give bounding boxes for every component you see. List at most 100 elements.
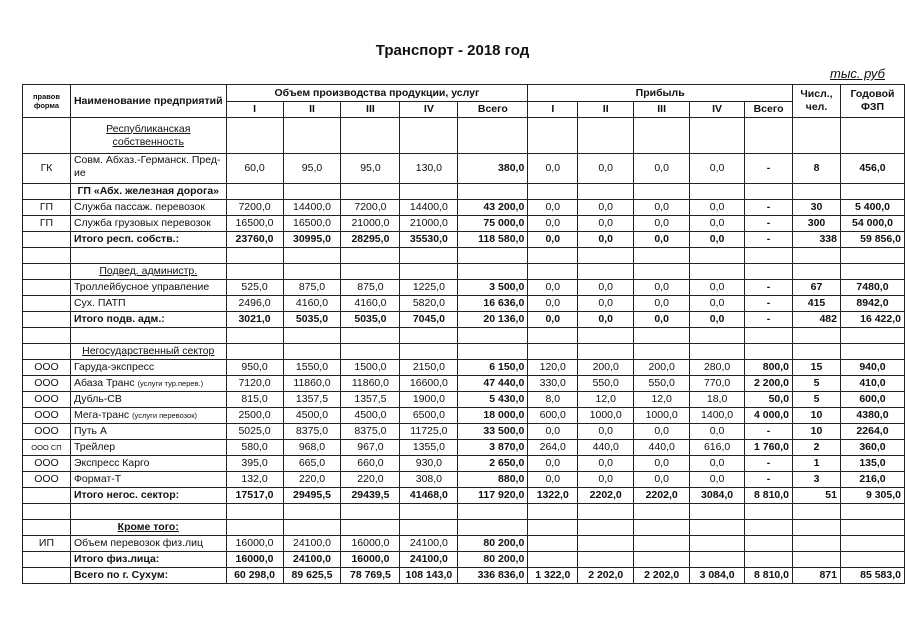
empty-cell — [839, 343, 905, 360]
profit-q3-cell: 0,0 — [633, 455, 691, 472]
volume-q2-cell: 24100,0 — [282, 551, 342, 568]
headcount-cell: 8 — [792, 153, 841, 184]
volume-q3-cell: 660,0 — [340, 455, 401, 472]
empty-cell — [457, 519, 529, 536]
company-name-cell: Совм. Абхаз.-Германск. Пред-ие — [69, 153, 227, 184]
payroll-cell: 9 305,0 — [839, 487, 905, 504]
section-title: Кроме того: — [117, 521, 179, 533]
payroll-cell: 2264,0 — [839, 423, 905, 440]
profit-q4-cell: 0,0 — [689, 231, 746, 248]
section-title: Подвед. администр. — [99, 265, 198, 277]
legal-form-cell: ГК — [22, 153, 71, 184]
profit-q3-cell: 12,0 — [633, 391, 691, 408]
volume-q5-cell: 47 440,0 — [457, 375, 529, 392]
empty-cell — [744, 117, 794, 154]
volume-q1-cell: 2500,0 — [225, 407, 284, 424]
empty-cell — [792, 117, 841, 154]
empty-cell — [577, 183, 635, 200]
volume-q2-cell: 11860,0 — [282, 375, 342, 392]
profit-q1-cell: 0,0 — [527, 295, 579, 312]
legal-form-cell — [22, 263, 71, 280]
empty-cell — [792, 183, 841, 200]
empty-cell — [577, 503, 635, 520]
legal-form-cell: ГП — [22, 215, 71, 232]
empty-cell — [744, 247, 794, 264]
volume-q2-cell: 4500,0 — [282, 407, 342, 424]
company-name: Итого физ.лица: — [73, 553, 160, 565]
legal-form-cell — [22, 567, 71, 584]
profit-q1-cell: 330,0 — [527, 375, 579, 392]
payroll-cell: 59 856,0 — [839, 231, 905, 248]
profit-q2-cell: 0,0 — [577, 471, 635, 488]
volume-q2-cell: 4160,0 — [282, 295, 342, 312]
company-name: Трейлер — [73, 441, 116, 453]
volume-q2-cell: 665,0 — [282, 455, 342, 472]
header-profit-q4: IV — [689, 101, 746, 118]
volume-q4-cell: 7045,0 — [399, 311, 459, 328]
profit-q3-cell: 0,0 — [633, 471, 691, 488]
payroll-cell: 54 000,0 — [839, 215, 905, 232]
legal-form-cell — [22, 183, 71, 200]
volume-q2-cell: 5035,0 — [282, 311, 342, 328]
empty-cell — [399, 519, 459, 536]
profit-q5-cell: - — [744, 455, 794, 472]
volume-q3-cell: 16000,0 — [340, 535, 401, 552]
legal-form-cell — [22, 117, 71, 154]
empty-cell — [340, 327, 401, 344]
profit-q2-cell: 200,0 — [577, 359, 635, 376]
profit-q3-cell: 0,0 — [633, 231, 691, 248]
profit-q5-cell: - — [744, 471, 794, 488]
company-name: Итого негос. сектор: — [73, 489, 180, 501]
payroll-cell: 216,0 — [839, 471, 905, 488]
company-name: Мега-транс — [73, 409, 130, 421]
empty-cell — [69, 503, 227, 520]
profit-q3-cell: 0,0 — [633, 279, 691, 296]
payroll-cell: 600,0 — [839, 391, 905, 408]
profit-q5-cell: - — [744, 279, 794, 296]
company-name: Итого респ. собств.: — [73, 233, 180, 245]
profit-q4-cell: 770,0 — [689, 375, 746, 392]
profit-q2-cell: 0,0 — [577, 295, 635, 312]
volume-q4-cell: 5820,0 — [399, 295, 459, 312]
section-title: Негосударственный сектор — [82, 345, 215, 357]
profit-q4-cell: 0,0 — [689, 215, 746, 232]
volume-q4-cell: 24100,0 — [399, 535, 459, 552]
empty-cell — [527, 343, 579, 360]
company-name: Служба пассаж. перевозок — [73, 201, 205, 213]
empty-cell — [22, 327, 71, 344]
volume-q2-cell: 220,0 — [282, 471, 342, 488]
volume-q1-cell: 815,0 — [225, 391, 284, 408]
table-row: ГП Служба пассаж. перевозок 7200,0 14400,0 7… — [22, 199, 905, 216]
volume-q3-cell: 1500,0 — [340, 359, 401, 376]
profit-q5-cell: - — [744, 311, 794, 328]
table-row: ООО Гаруда-экспресс 950,0 1550,0 1500,0 2150,… — [22, 359, 905, 376]
volume-q1-cell: 16500,0 — [225, 215, 284, 232]
empty-cell — [577, 117, 635, 154]
empty-cell — [282, 343, 342, 360]
empty-cell — [282, 519, 342, 536]
legal-form-cell: ООО — [22, 359, 71, 376]
payroll-cell — [839, 535, 905, 552]
header-profit-q2: II — [577, 101, 635, 118]
empty-cell — [527, 503, 579, 520]
empty-cell — [744, 519, 794, 536]
empty-cell — [577, 263, 635, 280]
payroll-cell: 85 583,0 — [839, 567, 905, 584]
table-row: ООО Путь А 5025,0 8375,0 8375,0 11725,0 33 500… — [22, 423, 905, 440]
header-volume-q3: III — [340, 101, 401, 118]
profit-q3-cell: 550,0 — [633, 375, 691, 392]
company-name-cell: Путь А — [69, 423, 227, 440]
volume-q2-cell: 30995,0 — [282, 231, 342, 248]
empty-cell — [577, 519, 635, 536]
empty-cell — [689, 327, 746, 344]
company-name: Экспресс Карго — [73, 457, 150, 469]
volume-q3-cell: 78 769,5 — [340, 567, 401, 584]
empty-cell — [399, 343, 459, 360]
profit-q1-cell: 0,0 — [527, 215, 579, 232]
profit-q3-cell: 1000,0 — [633, 407, 691, 424]
legal-form-cell — [22, 311, 71, 328]
company-name: Путь А — [73, 425, 107, 437]
headcount-cell — [792, 535, 841, 552]
empty-cell — [792, 247, 841, 264]
table-row: ИП Объем перевозок физ.лиц 16000,0 24100,0 1… — [22, 535, 905, 552]
